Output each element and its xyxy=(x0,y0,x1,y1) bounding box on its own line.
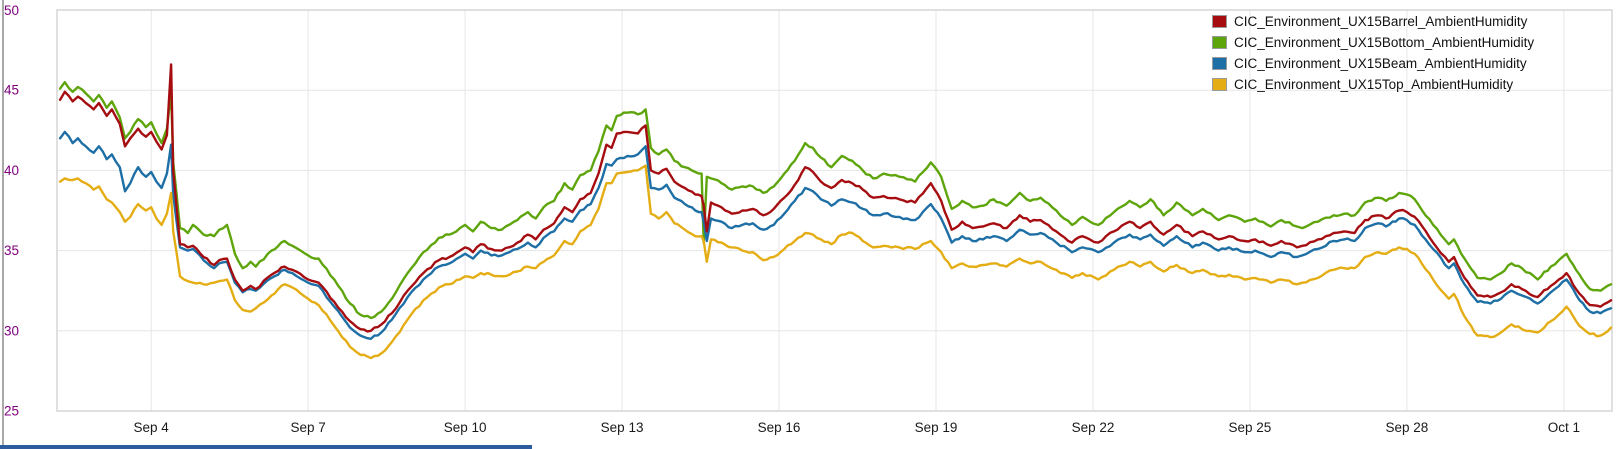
series-beam-line xyxy=(58,130,1613,340)
x-tick-label: Sep 4 xyxy=(134,420,170,435)
legend-item-top[interactable]: CIC_Environment_UX15Top_AmbientHumidity xyxy=(1212,76,1534,93)
x-tick-label: Sep 25 xyxy=(1229,420,1272,435)
horizontal-scrollbar-thumb[interactable] xyxy=(0,445,532,449)
barrel-color-swatch xyxy=(1212,15,1227,28)
beam-color-swatch xyxy=(1212,57,1227,70)
plot-border xyxy=(56,9,1613,412)
legend-item-beam[interactable]: CIC_Environment_UX15Beam_AmbientHumidity xyxy=(1212,55,1534,72)
y-tick-label: 50 xyxy=(4,3,19,18)
y-tick-label: 45 xyxy=(4,83,19,98)
legend-label-barrel: CIC_Environment_UX15Barrel_AmbientHumidi… xyxy=(1234,14,1528,29)
series-top-line xyxy=(58,164,1613,360)
series-bottom-line xyxy=(58,81,1613,320)
x-tick-label: Sep 28 xyxy=(1386,420,1429,435)
x-axis-labels: Sep 4 Sep 7 Sep 10 Sep 13 Sep 16 Sep 19 Sep 22… xyxy=(134,420,1580,435)
series-lines xyxy=(58,63,1613,360)
legend-label-bottom: CIC_Environment_UX15Bottom_AmbientHumidi… xyxy=(1234,35,1535,50)
legend-item-bottom[interactable]: CIC_Environment_UX15Bottom_AmbientHumidi… xyxy=(1212,34,1534,51)
y-tick-label: 35 xyxy=(4,243,19,258)
series-barrel-line xyxy=(58,63,1613,333)
legend-label-beam: CIC_Environment_UX15Beam_AmbientHumidity xyxy=(1234,56,1527,71)
bottom-color-swatch xyxy=(1212,36,1227,49)
chart-legend: CIC_Environment_UX15Barrel_AmbientHumidi… xyxy=(1212,13,1534,93)
x-tick-label: Oct 1 xyxy=(1548,420,1580,435)
x-tick-label: Sep 19 xyxy=(915,420,958,435)
x-tick-label: Sep 10 xyxy=(444,420,487,435)
y-tick-label: 30 xyxy=(4,323,19,338)
legend-label-top: CIC_Environment_UX15Top_AmbientHumidity xyxy=(1234,77,1514,92)
y-axis-labels: 25 30 35 40 45 50 xyxy=(4,3,19,419)
top-color-swatch xyxy=(1212,78,1227,91)
x-tick-label: Sep 13 xyxy=(601,420,644,435)
legend-item-barrel[interactable]: CIC_Environment_UX15Barrel_AmbientHumidi… xyxy=(1212,13,1534,30)
y-tick-label: 25 xyxy=(4,404,19,419)
x-tick-label: Sep 7 xyxy=(291,420,326,435)
x-tick-label: Sep 16 xyxy=(758,420,801,435)
y-tick-label: 40 xyxy=(4,163,19,178)
window-left-edge xyxy=(2,0,4,449)
x-tick-label: Sep 22 xyxy=(1072,420,1115,435)
